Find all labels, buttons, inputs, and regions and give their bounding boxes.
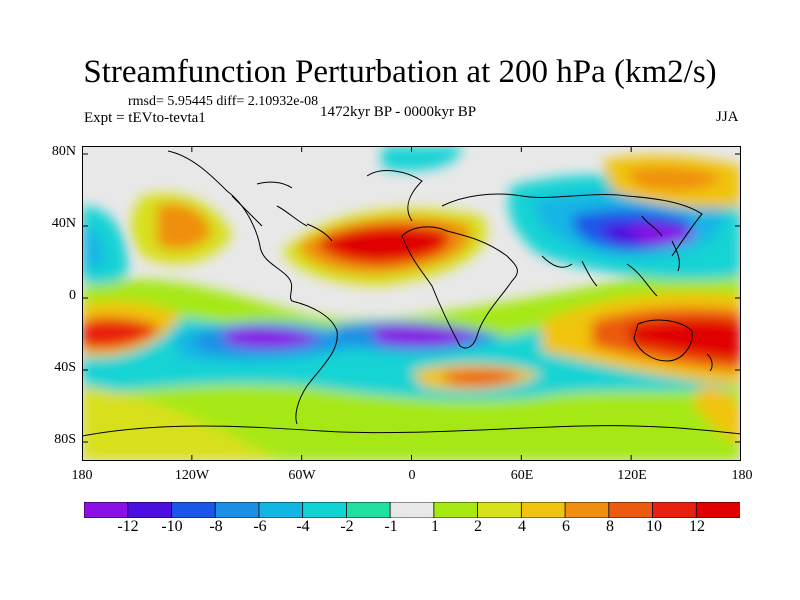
axis-ticks [82,146,741,461]
lat-label-0: 0 [69,288,76,303]
colorbar-label: 12 [689,518,705,535]
colorbar-swatch [345,502,392,518]
colorbar-label: -1 [384,518,398,535]
map-title: Streamfunction Perturbation at 200 hPa (… [83,54,717,90]
colorbar-label: -6 [253,518,267,535]
lon-label-60w: 60W [288,468,316,483]
streamfunction-map [82,146,741,461]
colorbar-label: -12 [117,518,139,535]
lon-label-0: 0 [408,468,416,483]
colorbar-swatch [171,502,217,518]
lon-label-60e: 60E [510,468,534,483]
colorbar-label: -8 [209,518,223,535]
colorbar-swatch [389,502,435,518]
experiment-label: Expt = tEVto-tevta1 [84,110,206,126]
stats-text: rmsd= 5.95445 diff= 2.10932e-08 [128,94,319,109]
colorbar-swatch [520,502,566,518]
colorbar-swatch [477,502,523,518]
colorbar-label: 1 [431,518,439,535]
colorbar-swatch [214,502,260,518]
colorbar-swatch [127,502,173,518]
season-label: JJA [716,109,739,125]
lat-label-40s: 40S [54,360,76,375]
colorbar-swatch [84,502,129,518]
lat-label-40n: 40N [51,216,76,231]
colorbar-label: 4 [518,518,526,535]
lon-label-180w: 180 [71,468,93,483]
colorbar-swatch [258,502,304,518]
colorbar-swatch [652,502,698,518]
colorbar-swatch [564,502,610,518]
lon-label-120w: 120W [174,468,210,483]
colorbar-label: 2 [474,518,482,535]
colorbar-swatch [608,502,654,518]
colorbar-swatch [302,502,348,518]
lon-label-120e: 120E [617,468,647,483]
coastlines [82,150,741,437]
colorbar-swatch [695,502,740,518]
colorbar-label: 6 [562,518,570,535]
colorbar-label: -10 [161,518,183,535]
lat-label-80s: 80S [54,432,76,447]
colorbar-label: 10 [646,518,662,535]
colorbar-swatch [433,502,479,518]
colorbar-label: -2 [340,518,354,535]
colorbar [84,502,740,518]
colorbar-label: -4 [296,518,310,535]
lat-label-80n: 80N [51,144,76,159]
period-label: 1472kyr BP - 0000kyr BP [320,104,477,120]
lon-label-180e: 180 [731,468,753,483]
colorbar-label: 8 [606,518,614,535]
